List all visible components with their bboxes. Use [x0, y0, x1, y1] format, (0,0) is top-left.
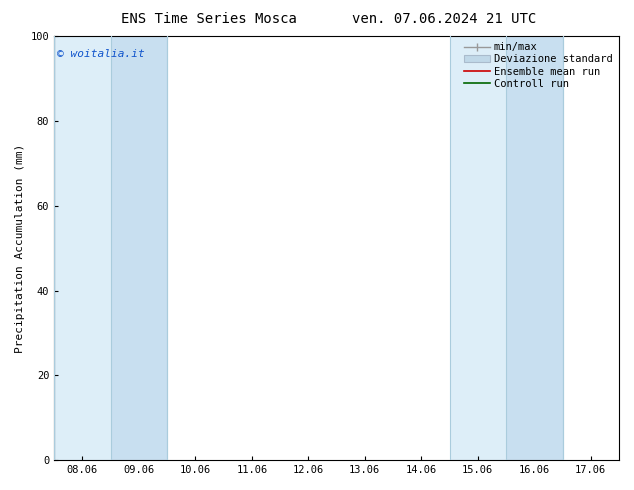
Bar: [111, 36, 167, 460]
Text: © woitalia.it: © woitalia.it: [57, 49, 145, 59]
Legend: min/max, Deviazione standard, Ensemble mean run, Controll run: min/max, Deviazione standard, Ensemble m…: [460, 38, 617, 93]
Bar: [54, 36, 167, 460]
Text: ENS Time Series Mosca: ENS Time Series Mosca: [121, 12, 297, 26]
Bar: [506, 36, 562, 460]
Bar: [450, 36, 562, 460]
Y-axis label: Precipitation Accumulation (mm): Precipitation Accumulation (mm): [15, 144, 25, 353]
Text: ven. 07.06.2024 21 UTC: ven. 07.06.2024 21 UTC: [352, 12, 536, 26]
